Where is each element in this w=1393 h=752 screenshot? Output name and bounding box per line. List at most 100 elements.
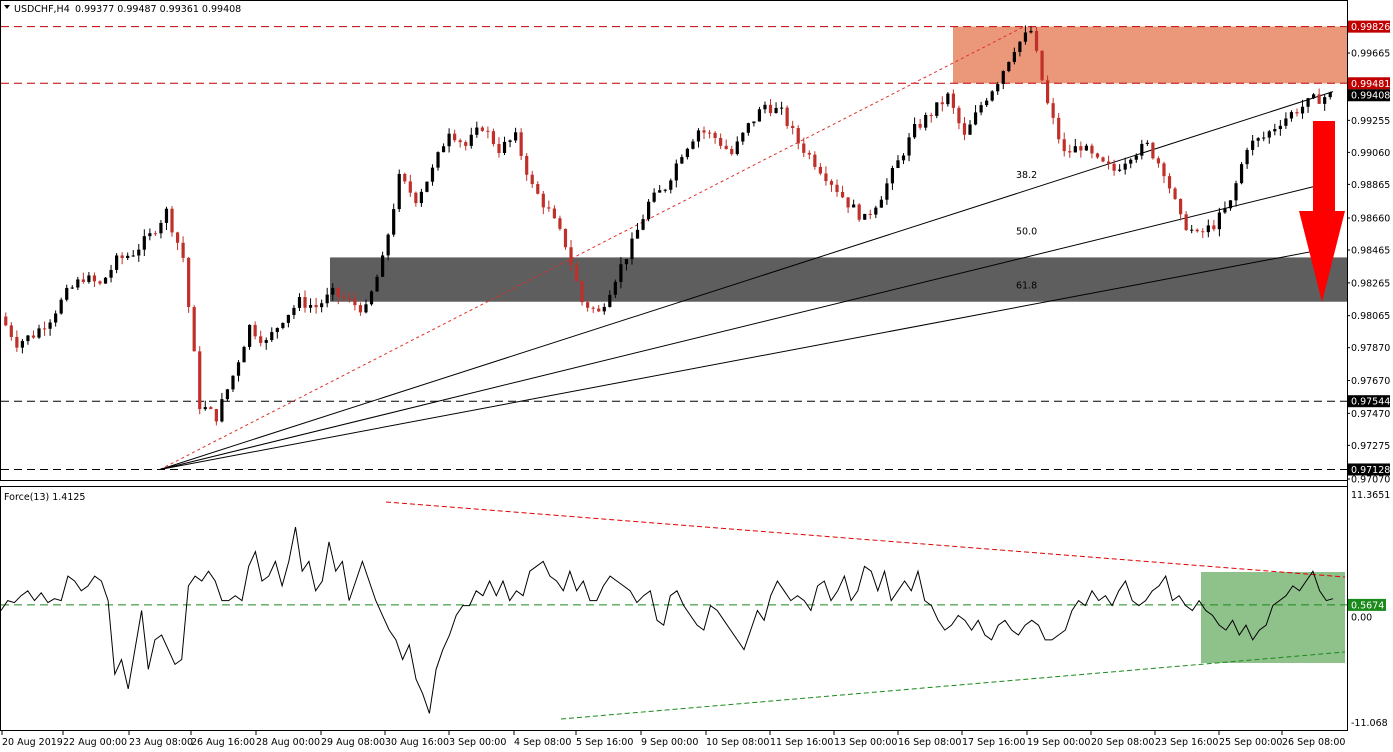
candle-body — [852, 204, 856, 208]
candle-body — [1129, 159, 1133, 164]
price-label-0.98465: 0.98465 — [1351, 246, 1390, 257]
candle-body — [918, 124, 922, 128]
candle-body — [563, 228, 568, 248]
force-lower-trendline — [560, 651, 1346, 720]
candle-body — [635, 229, 640, 239]
candle-body — [1101, 157, 1105, 162]
candle-body — [198, 351, 202, 410]
time-label-3: 26 Aug 16:00 — [191, 737, 255, 748]
candle-body — [951, 93, 955, 108]
candle-body — [497, 143, 501, 153]
candle-body — [791, 125, 795, 129]
candles-layer — [4, 25, 1332, 426]
candle-body — [1084, 145, 1088, 151]
candle-body — [968, 124, 972, 135]
candle-body — [475, 127, 479, 135]
candle-body — [807, 152, 811, 155]
candle-body — [1134, 155, 1138, 160]
candle-body — [209, 407, 213, 409]
candle-body — [957, 107, 961, 124]
candle-body — [491, 131, 496, 144]
chart-header: USDCHF,H4 0.99377 0.99487 0.99361 0.9940… — [4, 4, 241, 15]
candle-body — [109, 269, 113, 278]
candle-body — [54, 313, 58, 323]
candle-body — [890, 167, 895, 184]
candle-body — [259, 336, 263, 343]
candle-body — [746, 123, 750, 133]
force-upper-trendline — [385, 501, 1346, 578]
candle-body — [868, 213, 872, 215]
time-label-1: 22 Aug 00:00 — [63, 737, 127, 748]
candle-body — [824, 173, 828, 182]
candle-body — [297, 297, 302, 308]
force-panel-frame — [0, 486, 1348, 731]
price-label-0.98265: 0.98265 — [1351, 278, 1390, 289]
candle-body — [946, 93, 950, 105]
candle-body — [719, 137, 723, 146]
candle-body — [325, 294, 329, 304]
candle-body — [840, 192, 845, 198]
candle-body — [1040, 50, 1044, 81]
candle-body — [597, 308, 601, 312]
price-label-0.99481: 0.99481 — [1351, 79, 1390, 90]
candle-body — [530, 174, 534, 185]
candle-body — [780, 107, 784, 109]
fib-fan-line-50.0 — [159, 181, 1334, 470]
candle-body — [979, 105, 983, 113]
candle-body — [741, 132, 745, 142]
candle-body — [1256, 138, 1260, 141]
candle-body — [142, 236, 146, 250]
candle-body — [308, 305, 313, 308]
candle-body — [663, 189, 667, 191]
time-label-7: 3 Sep 00:00 — [449, 737, 506, 748]
candle-body — [364, 304, 368, 313]
candle-body — [586, 302, 590, 308]
candle-body — [26, 335, 30, 342]
time-label-0: 20 Aug 2019 — [2, 737, 63, 748]
candle-body — [1051, 103, 1055, 118]
candle-body — [225, 389, 230, 400]
candle-body — [907, 137, 911, 156]
candle-body — [768, 104, 773, 114]
candle-body — [1284, 118, 1288, 126]
candle-body — [1068, 151, 1072, 153]
candle-body — [1034, 30, 1039, 51]
fib-fan-label-61.8: 61.8 — [1016, 281, 1037, 292]
candle-body — [336, 287, 340, 297]
candle-body — [1312, 94, 1316, 99]
candle-body — [181, 242, 185, 258]
candle-body — [630, 238, 634, 260]
candle-body — [924, 115, 928, 128]
candle-body — [1079, 146, 1083, 151]
candle-body — [253, 324, 257, 337]
time-label-6: 30 Aug 16:00 — [385, 737, 449, 748]
candle-body — [103, 277, 108, 284]
candle-body — [1090, 145, 1094, 154]
candle-body — [885, 183, 889, 200]
force-layer — [0, 501, 1347, 720]
candle-body — [369, 291, 374, 305]
candle-body — [70, 287, 74, 289]
levels-layer — [1, 26, 1347, 470]
time-label-19: 25 Sep 00:00 — [1219, 737, 1282, 748]
candle-body — [4, 316, 8, 326]
candle-body — [331, 287, 335, 295]
time-label-13: 13 Sep 00:00 — [834, 737, 897, 748]
candle-body — [879, 199, 883, 208]
candle-body — [680, 157, 684, 164]
candle-body — [1217, 212, 1221, 230]
candle-body — [1317, 94, 1321, 104]
candle-body — [458, 140, 462, 143]
candle-body — [1012, 51, 1016, 62]
candle-body — [65, 287, 69, 300]
time-label-12: 11 Sep 16:00 — [770, 737, 833, 748]
candle-body — [430, 167, 435, 182]
candle-body — [375, 276, 379, 292]
candle-body — [996, 83, 1000, 92]
time-label-16: 19 Sep 00:00 — [1027, 737, 1090, 748]
candle-body — [31, 335, 36, 338]
candle-body — [763, 104, 767, 110]
candle-body — [1151, 142, 1155, 159]
fib-fan-line-38.2 — [159, 91, 1334, 470]
